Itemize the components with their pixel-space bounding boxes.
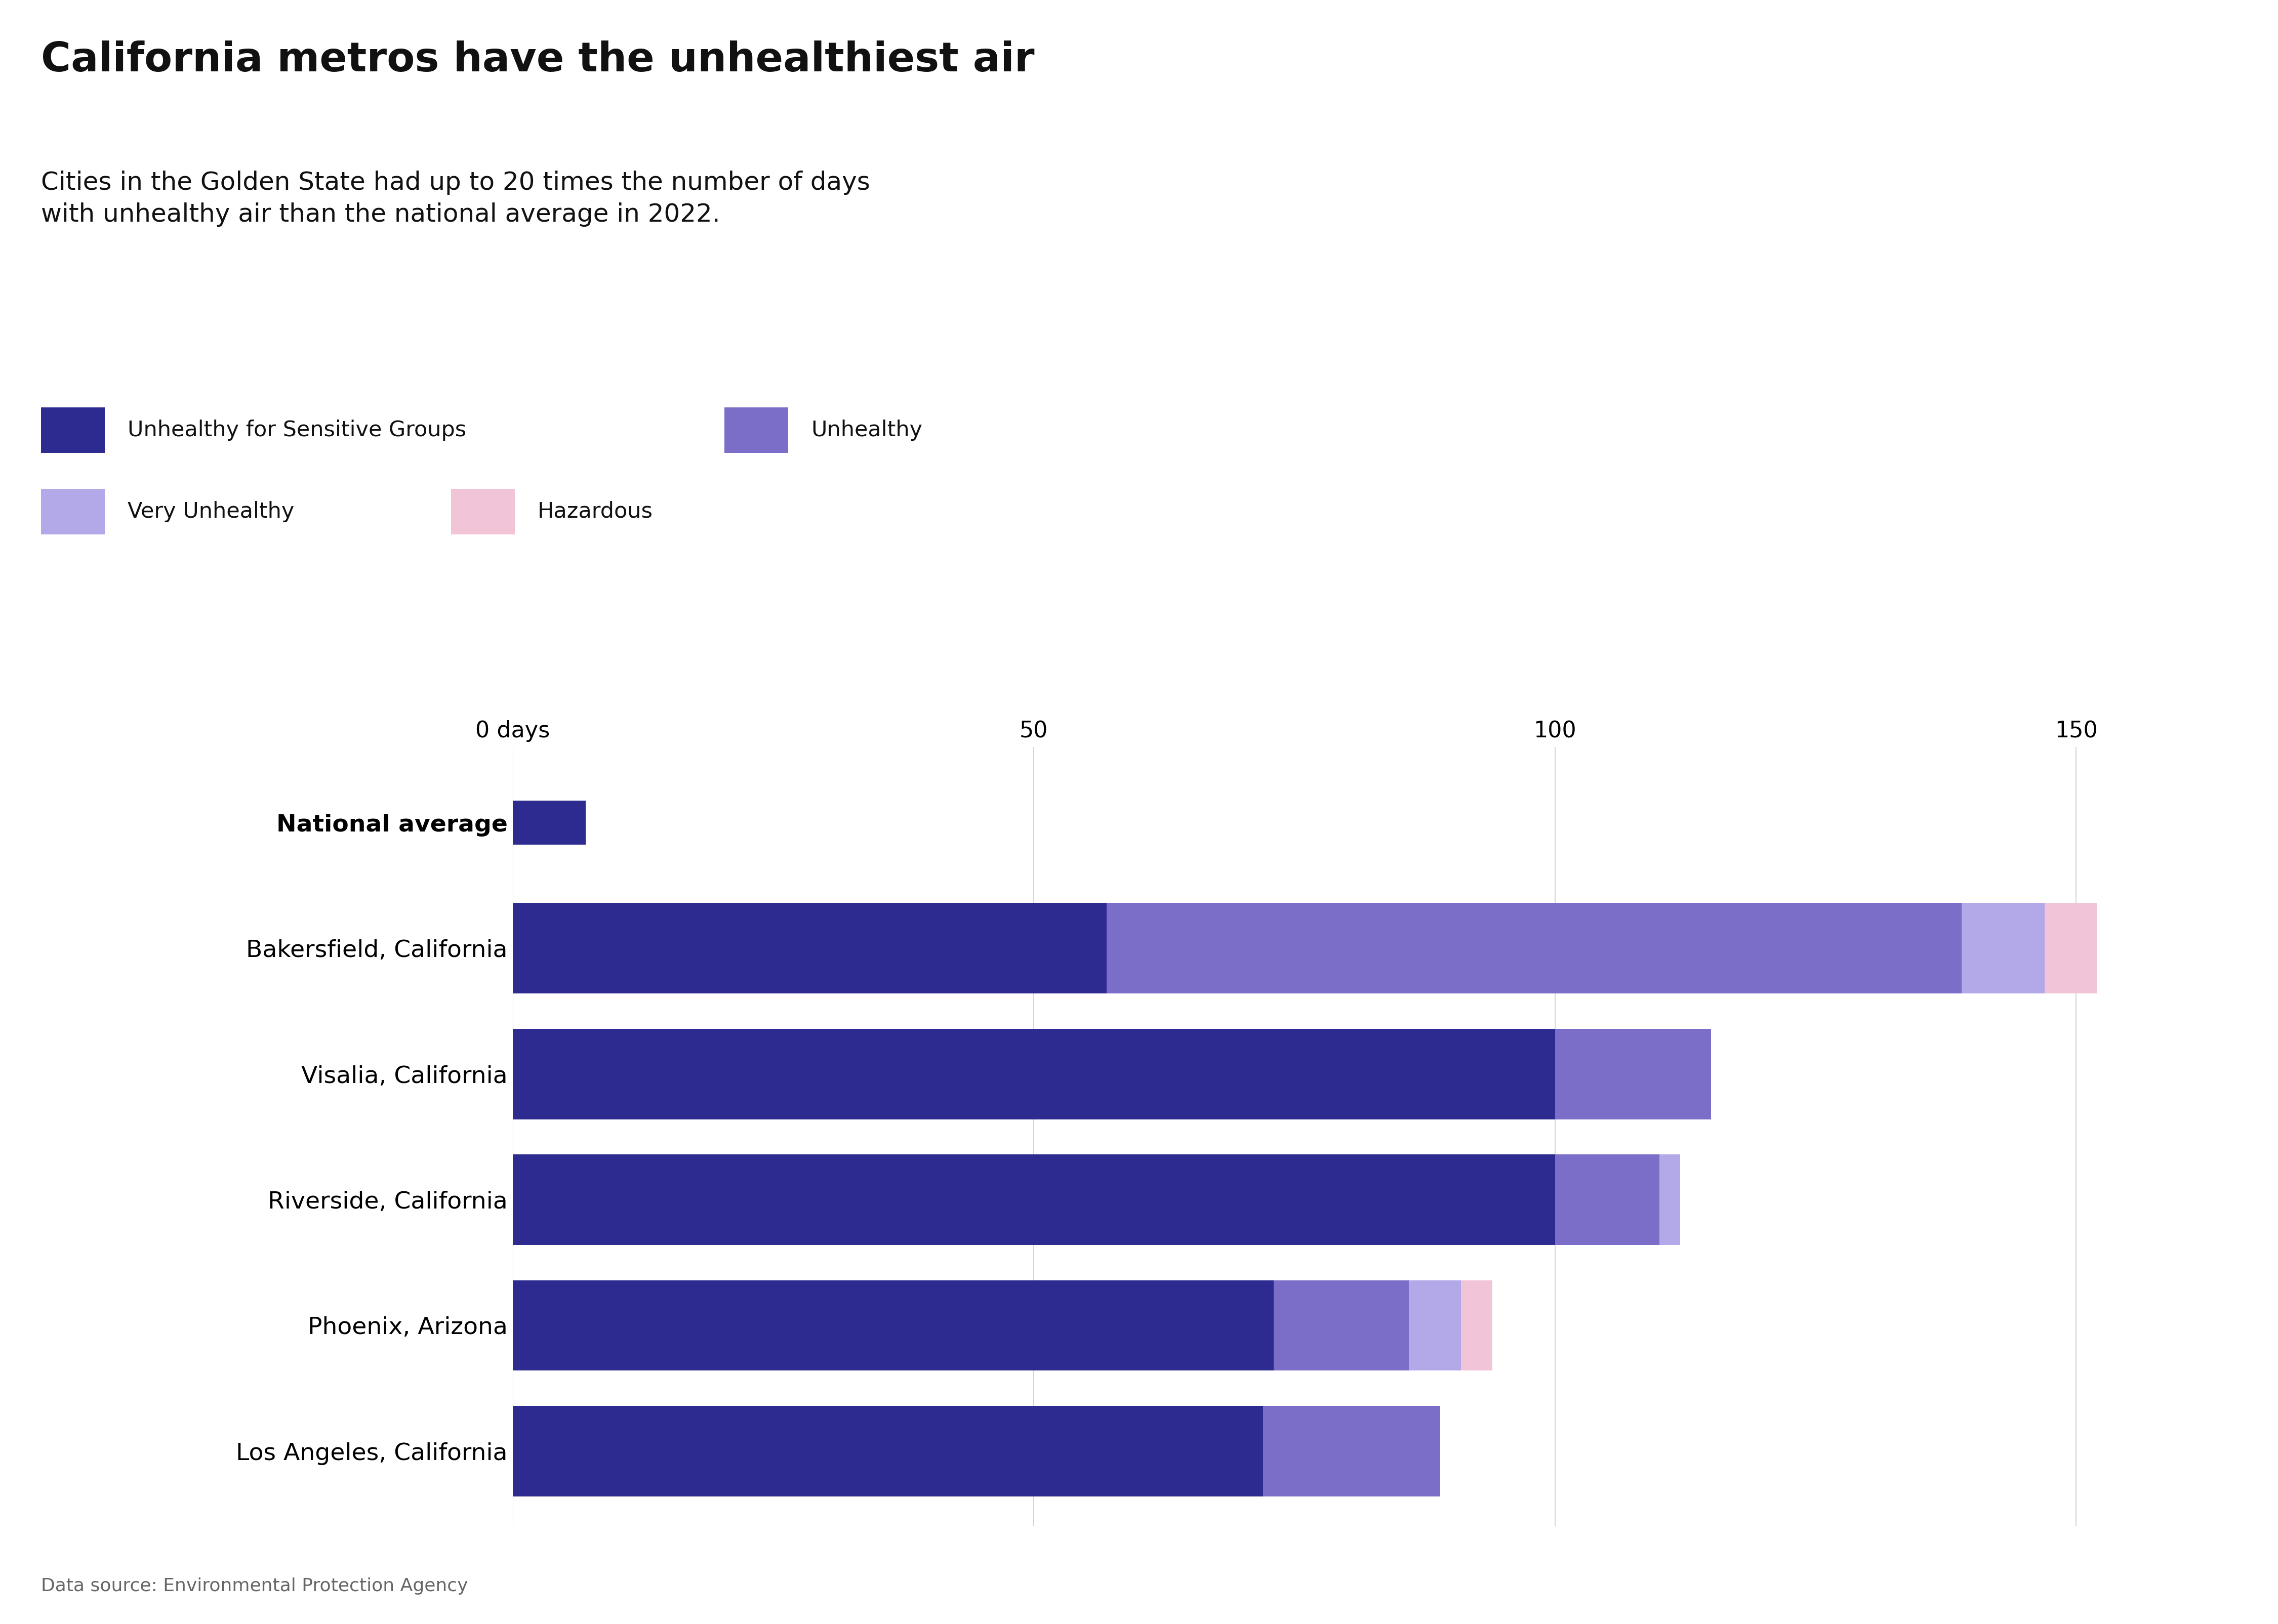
Bar [513,801,585,844]
Bar [1658,1155,1679,1246]
Bar [513,1280,1273,1371]
Bar [1107,903,1961,994]
Bar [1410,1280,1460,1371]
Bar [1262,1406,1440,1496]
Text: Unhealthy: Unhealthy [811,419,923,442]
Bar [1460,1280,1492,1371]
Text: California metros have the unhealthiest air: California metros have the unhealthiest … [41,41,1034,80]
Bar [513,1155,1556,1246]
Bar [2046,903,2098,994]
Text: Hazardous: Hazardous [538,500,654,523]
Bar [513,1028,1556,1119]
Text: Cities in the Golden State had up to 20 times the number of days
with unhealthy : Cities in the Golden State had up to 20 … [41,171,870,227]
Text: Very Unhealthy: Very Unhealthy [128,500,294,523]
Bar [1556,1155,1658,1246]
Bar [513,903,1107,994]
Bar [1273,1280,1410,1371]
Text: Data source: Environmental Protection Agency: Data source: Environmental Protection Ag… [41,1577,467,1595]
Bar [1961,903,2046,994]
Text: Unhealthy for Sensitive Groups: Unhealthy for Sensitive Groups [128,419,467,442]
Bar [513,1406,1262,1496]
Bar [1556,1028,1711,1119]
